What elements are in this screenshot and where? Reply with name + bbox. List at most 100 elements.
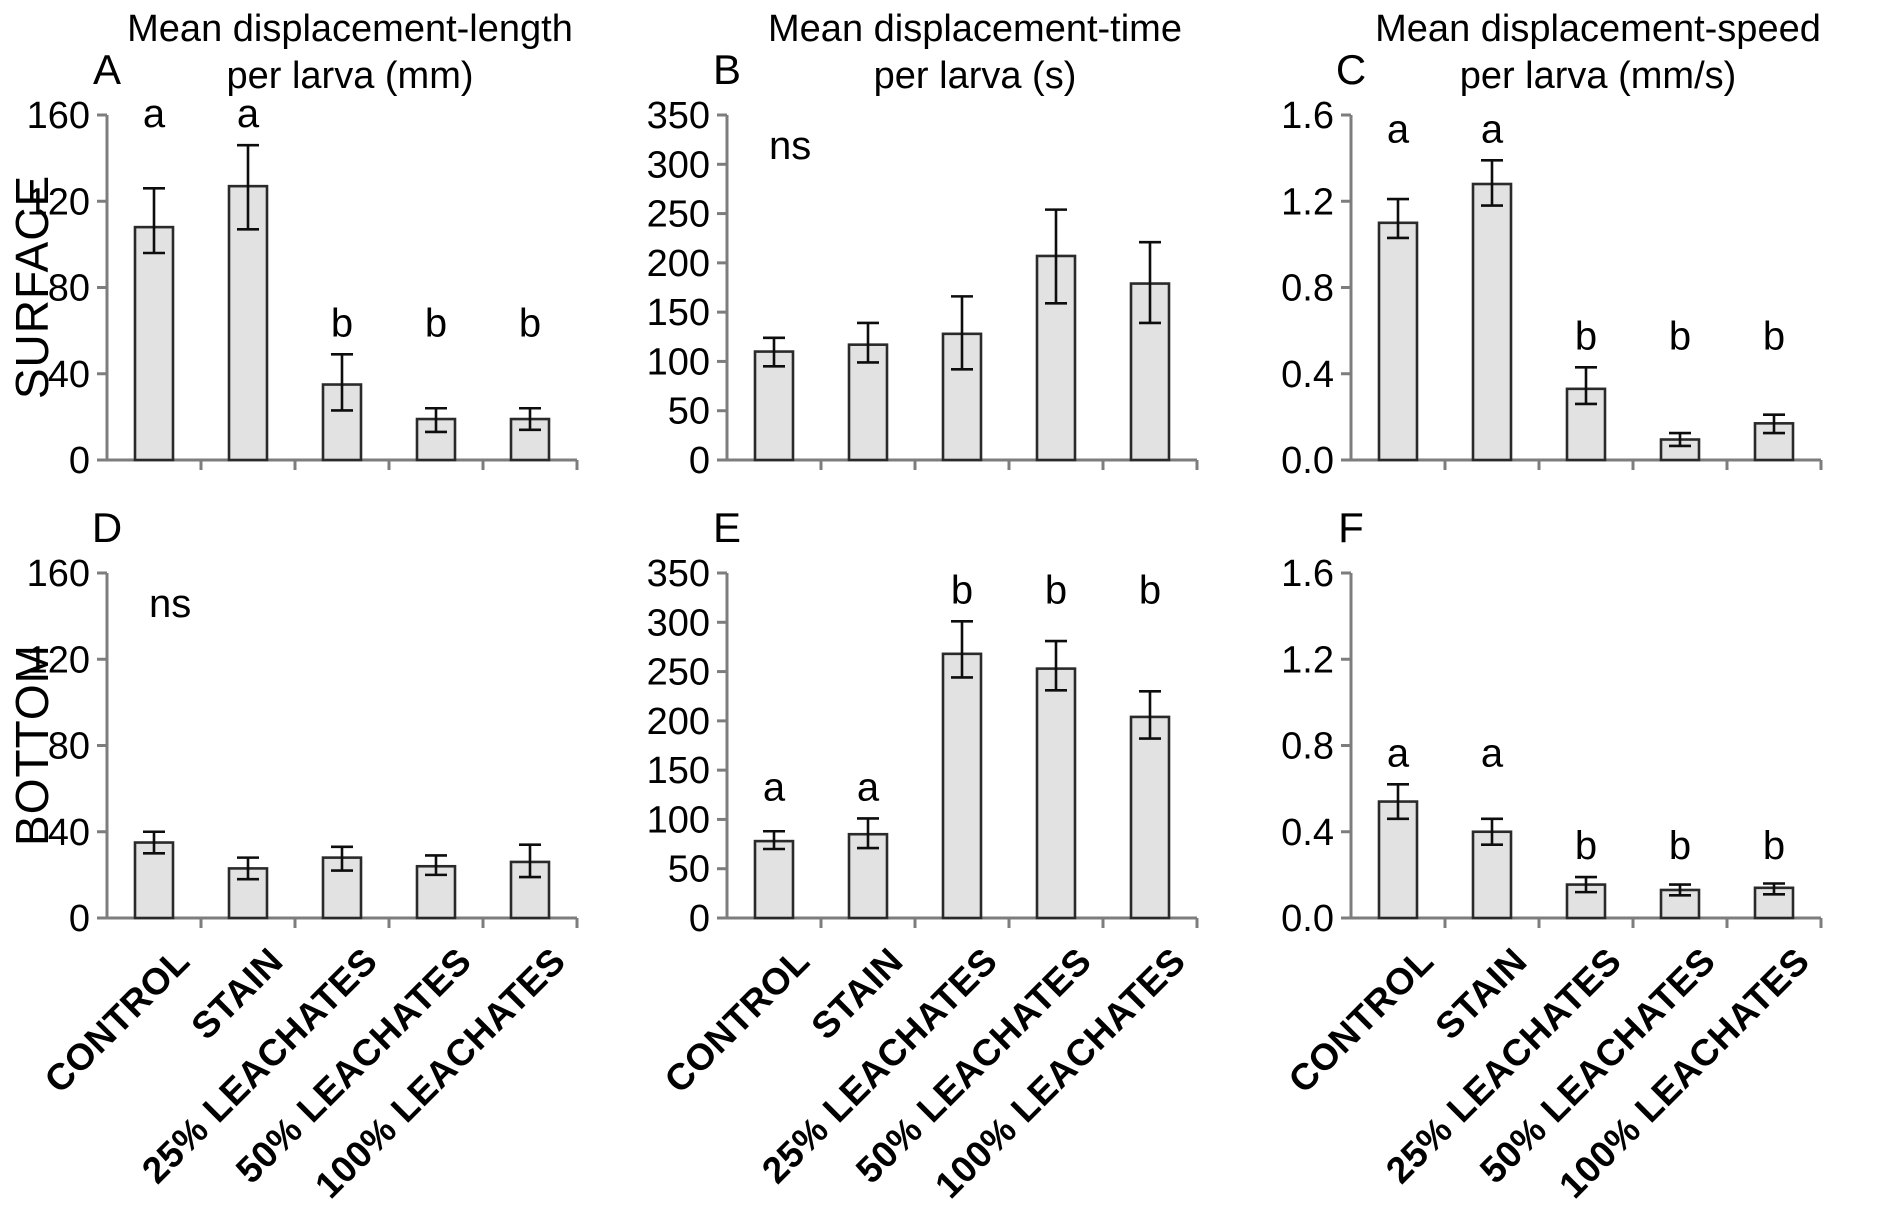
panel-letter-f: F: [1338, 504, 1364, 551]
column-title-length-line2: per larva (mm): [226, 55, 474, 97]
sig-letter-stain: a: [1481, 731, 1504, 775]
sig-letter-stain: a: [237, 92, 260, 136]
bar-control: [753, 839, 795, 920]
error-bar-25-leachates: [951, 295, 973, 371]
y-tick-label: 200: [647, 701, 710, 743]
y-tick-label: 250: [647, 194, 710, 236]
error-bar-stain: [237, 143, 259, 231]
error-bar-stain: [857, 817, 879, 850]
y-tick-label: 160: [27, 553, 90, 595]
sig-letter-control: a: [143, 92, 166, 136]
bar-stain: [1471, 182, 1513, 462]
sig-letter-control: a: [1387, 731, 1410, 775]
error-bar-25-leachates: [1575, 365, 1597, 406]
error-bar-100-leachates: [1139, 689, 1161, 740]
error-bar-50-leachates: [1045, 208, 1067, 305]
error-bar-control: [143, 830, 165, 855]
bar-control: [1377, 221, 1419, 462]
y-tick-label: 100: [647, 341, 710, 383]
error-bar-100-leachates: [519, 843, 541, 879]
panel-e-chart: E 0 50 100 150 200 250 300 350 a a b b b: [647, 504, 1199, 940]
y-tick-label: 250: [647, 652, 710, 694]
error-bar-50-leachates: [425, 854, 447, 877]
y-tick-label: 0: [69, 440, 90, 482]
error-bar-control: [763, 336, 785, 368]
error-bar-100-leachates: [1763, 413, 1785, 435]
y-tick-label: 1.2: [1281, 181, 1334, 223]
sig-letter-100-leachates: b: [1763, 314, 1785, 358]
error-bar-stain: [237, 856, 259, 881]
sig-letter-100-leachates: b: [1139, 568, 1161, 612]
error-bar-100-leachates: [1763, 882, 1785, 896]
error-bar-100-leachates: [1139, 240, 1161, 325]
sig-letter-stain: a: [857, 765, 880, 809]
annotation-ns: ns: [769, 124, 811, 168]
y-tick-label: 40: [48, 812, 90, 854]
panel-f-chart: F 0.0 0.4 0.8 1.2 1.6 a a b b b: [1281, 504, 1823, 940]
sig-letter-control: a: [763, 765, 786, 809]
y-tick-label: 350: [647, 95, 710, 137]
y-tick-label: 0.0: [1281, 440, 1334, 482]
y-tick-label: 1.6: [1281, 95, 1334, 137]
sig-letter-25-leachates: b: [951, 568, 973, 612]
error-bar-50-leachates: [1669, 431, 1691, 448]
column-title-speed-line1: Mean displacement-speed: [1375, 8, 1821, 50]
bar-100-leachates: [1129, 715, 1171, 920]
panel-a-chart: A 0 40 80 120 160 a a b b b: [27, 46, 579, 482]
error-bar-stain: [1481, 817, 1503, 846]
sig-letter-50-leachates: b: [1669, 314, 1691, 358]
error-bar-25-leachates: [331, 845, 353, 872]
y-tick-label: 0.4: [1281, 812, 1334, 854]
panel-letter-b: B: [713, 46, 741, 93]
error-bar-25-leachates: [951, 620, 973, 679]
error-bar-50-leachates: [1045, 639, 1067, 692]
column-title-time-line2: per larva (s): [873, 55, 1077, 97]
y-tick-label: 150: [647, 292, 710, 334]
y-tick-label: 0.4: [1281, 354, 1334, 396]
column-title-length-line1: Mean displacement-length: [127, 8, 573, 50]
y-tick-label: 80: [48, 268, 90, 310]
bar-control: [133, 841, 175, 920]
y-tick-label: 0: [69, 898, 90, 940]
y-tick-label: 0.8: [1281, 268, 1334, 310]
panel-c-chart: C 0.0 0.4 0.8 1.2 1.6 a a b b b: [1281, 46, 1823, 482]
y-tick-label: 300: [647, 602, 710, 644]
y-tick-label: 120: [27, 181, 90, 223]
sig-letter-control: a: [1387, 107, 1410, 151]
panel-letter-c: C: [1336, 46, 1366, 93]
bar-control: [133, 225, 175, 462]
bar-control: [1377, 800, 1419, 920]
y-tick-label: 150: [647, 750, 710, 792]
bar-stain: [1471, 830, 1513, 920]
sig-letter-50-leachates: b: [1045, 568, 1067, 612]
panel-letter-a: A: [93, 46, 121, 93]
error-bar-25-leachates: [331, 353, 353, 412]
sig-letter-25-leachates: b: [331, 301, 353, 345]
column-title-speed: Mean displacement-speed per larva (mm/s): [1278, 6, 1896, 100]
panel-letter-d: D: [92, 504, 122, 551]
sig-letter-100-leachates: b: [1763, 824, 1785, 868]
error-bar-control: [1387, 783, 1409, 821]
sig-letter-100-leachates: b: [519, 301, 541, 345]
error-bar-25-leachates: [1575, 875, 1597, 894]
error-bar-50-leachates: [425, 406, 447, 434]
annotation-ns: ns: [149, 582, 191, 626]
y-tick-label: 0: [689, 898, 710, 940]
y-tick-label: 200: [647, 243, 710, 285]
bar-25-leachates: [321, 383, 363, 462]
y-tick-label: 80: [48, 726, 90, 768]
bar-stain: [847, 832, 889, 920]
y-tick-label: 50: [668, 391, 710, 433]
error-bar-100-leachates: [519, 406, 541, 432]
column-title-length: Mean displacement-length per larva (mm): [30, 6, 670, 100]
column-title-time-line1: Mean displacement-time: [768, 8, 1182, 50]
y-tick-label: 160: [27, 95, 90, 137]
panel-d-chart: D 0 40 80 120 160 ns: [27, 504, 579, 940]
y-tick-label: 120: [27, 639, 90, 681]
y-tick-label: 300: [647, 144, 710, 186]
panel-b-chart: B 0 50 100 150 200 250 300 350 ns: [647, 46, 1199, 482]
y-tick-label: 40: [48, 354, 90, 396]
panel-letter-e: E: [713, 504, 741, 551]
y-tick-label: 50: [668, 849, 710, 891]
